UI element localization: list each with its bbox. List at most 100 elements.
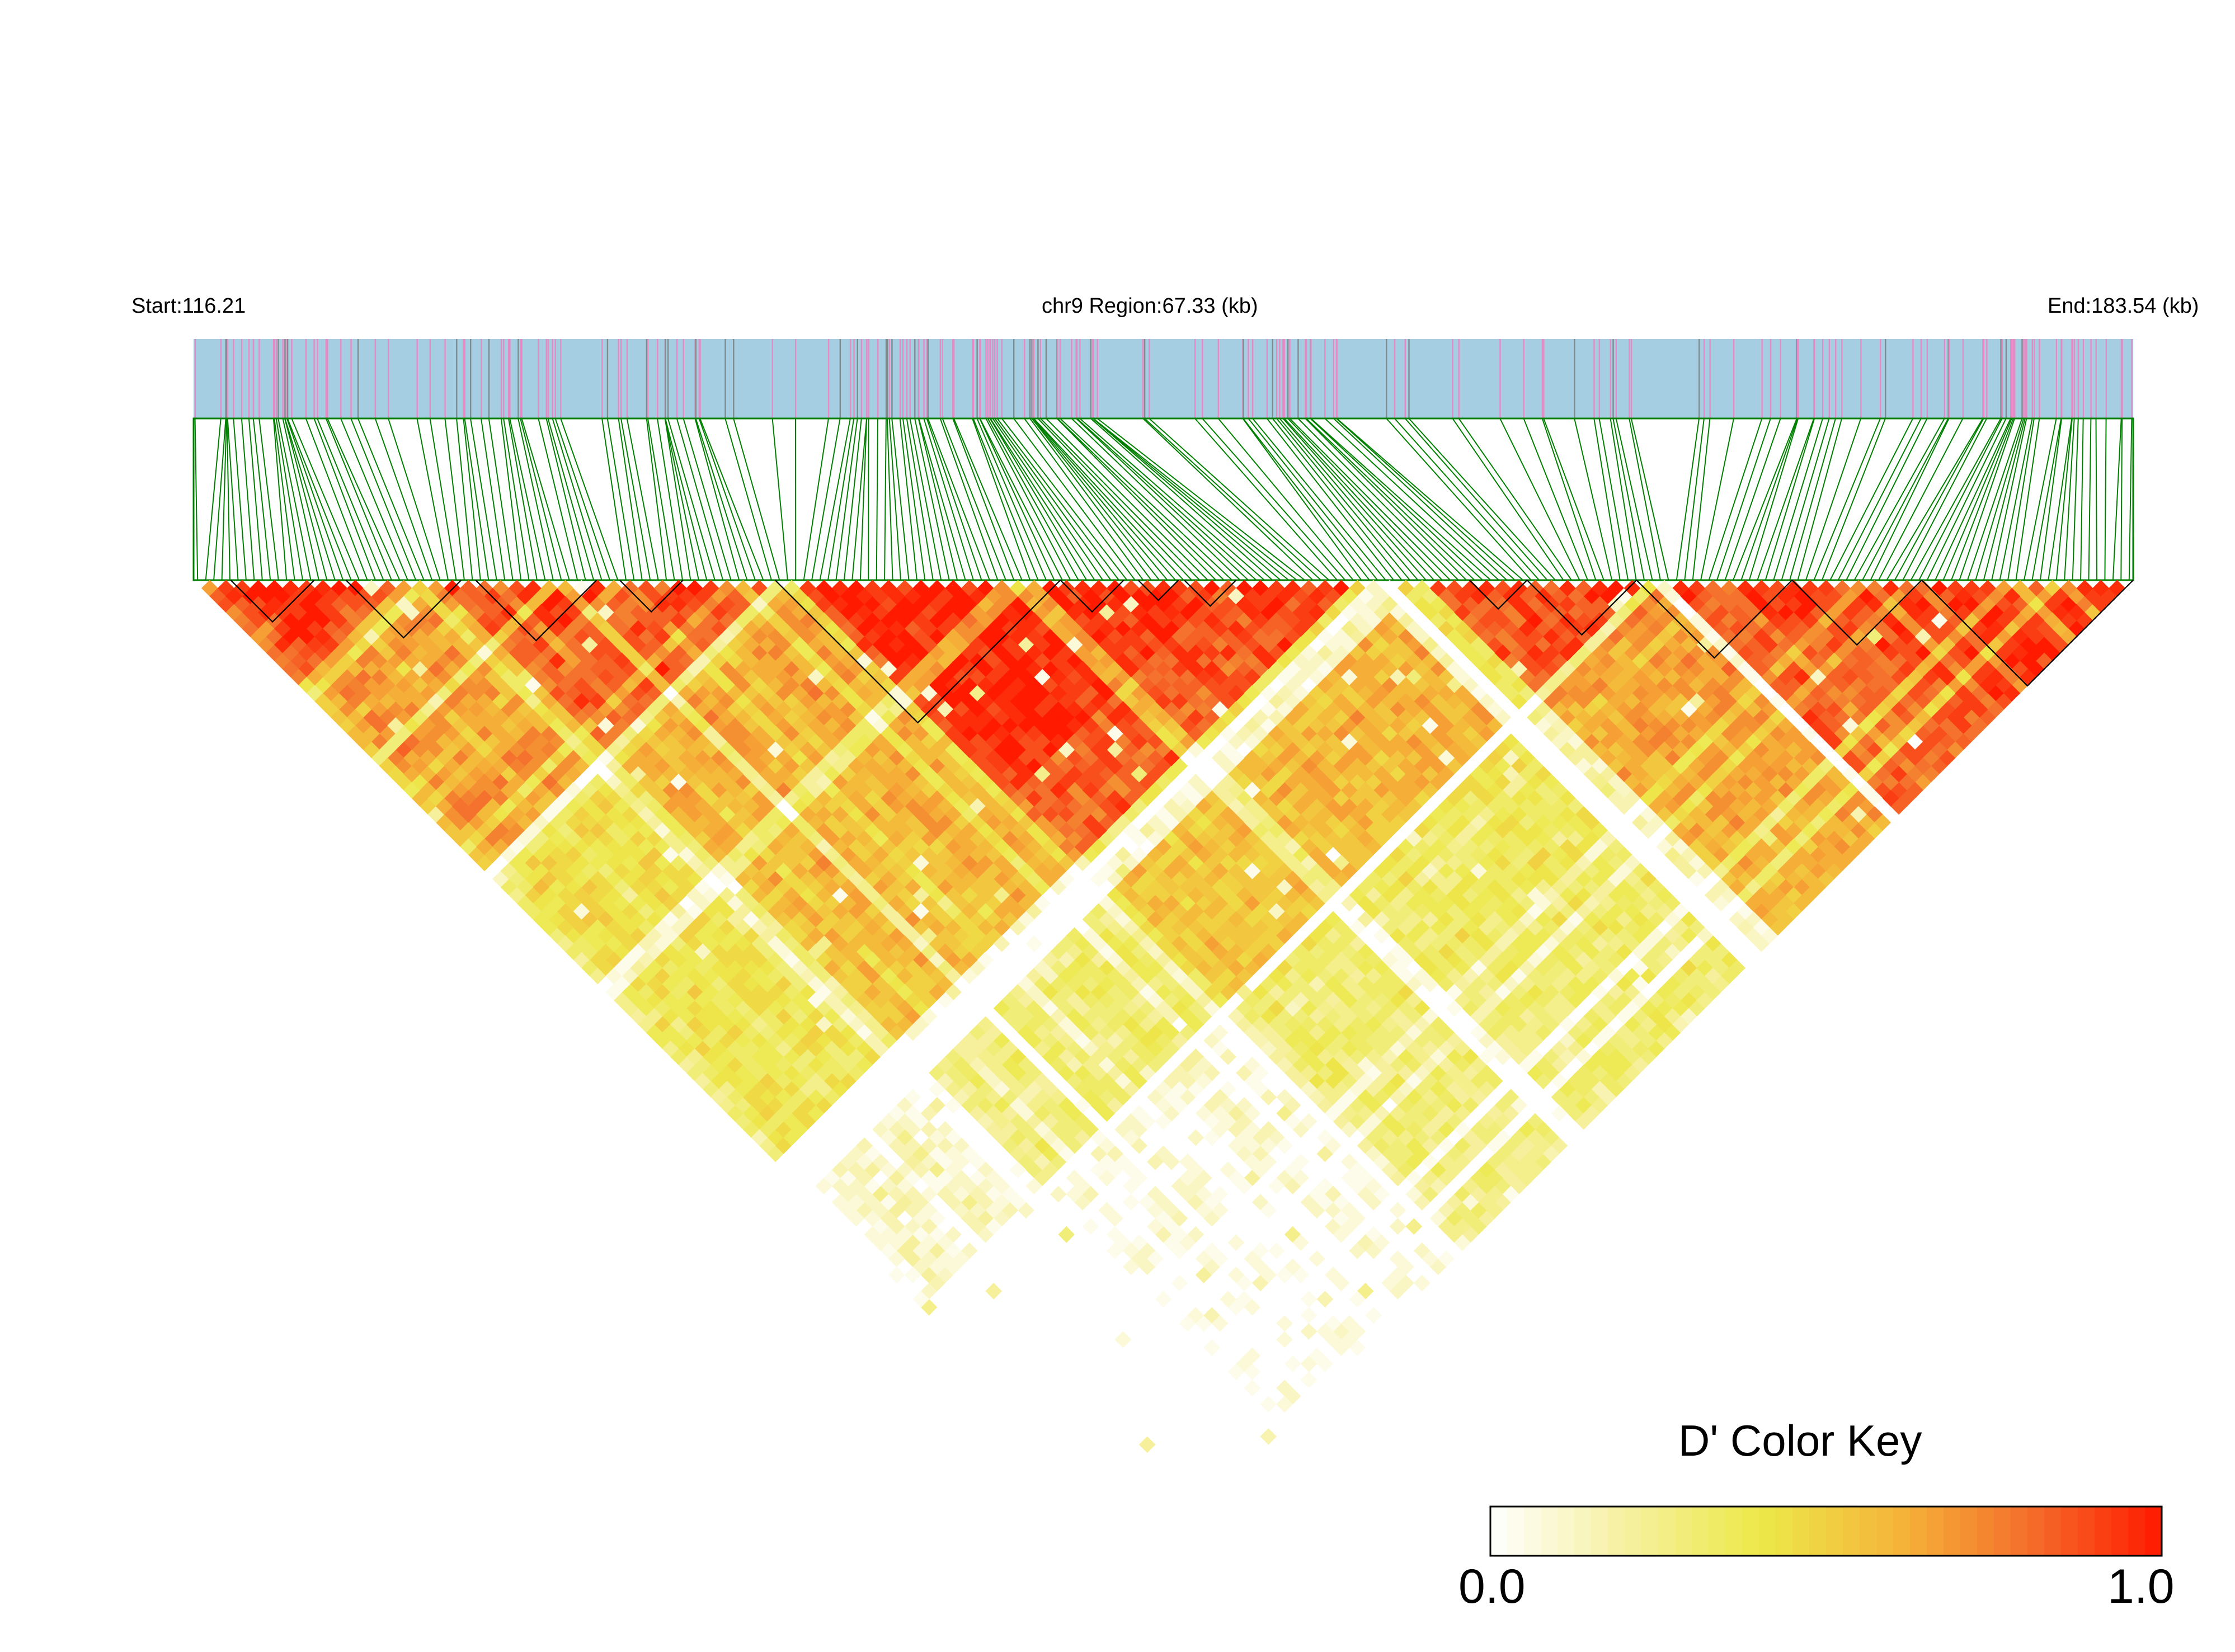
snp-connector <box>1959 418 2015 581</box>
snp-tick <box>676 339 678 418</box>
snp-connector <box>429 418 457 581</box>
snp-tick <box>1408 339 1410 418</box>
color-key-swatch <box>1977 1507 1994 1556</box>
snp-connector <box>1097 418 1305 581</box>
color-key-swatch <box>1860 1507 1877 1556</box>
snp-tick <box>698 339 700 418</box>
color-key-swatch <box>1625 1507 1642 1556</box>
snp-tick <box>194 339 196 418</box>
snp-tick <box>488 339 490 418</box>
snp-tick <box>272 339 275 418</box>
snp-connector <box>388 418 441 581</box>
snp-tick <box>1217 339 1219 418</box>
snp-connector <box>1033 418 1176 581</box>
snp-connector <box>521 418 570 581</box>
snp-connector <box>1032 418 1168 581</box>
snp-connector <box>1813 418 1881 581</box>
color-key-swatch <box>1994 1507 2011 1556</box>
snp-connector <box>1452 418 1564 581</box>
snp-connector <box>1279 418 1419 581</box>
snp-connector <box>1297 418 1459 581</box>
snp-connector <box>819 418 851 581</box>
snp-connector <box>1217 418 1354 581</box>
snp-connector <box>517 418 554 581</box>
snp-connector <box>699 418 764 581</box>
snp-tick <box>891 339 893 418</box>
snp-tick <box>2014 339 2016 418</box>
snp-tick <box>1698 339 1700 418</box>
snp-connector <box>683 418 732 581</box>
ld-block-outline <box>1921 580 2134 687</box>
snp-connector <box>205 418 222 581</box>
snp-connector <box>1630 418 1669 581</box>
snp-connector <box>1862 418 1949 581</box>
snp-connector <box>695 418 748 581</box>
snp-tick <box>277 339 279 418</box>
snp-tick <box>1093 339 1094 418</box>
ld-block-outline <box>1636 580 1793 659</box>
snp-connector <box>1999 418 2033 581</box>
snp-tick <box>1780 339 1781 418</box>
snp-tick <box>1880 339 1881 418</box>
color-key-frame <box>1489 1505 2163 1557</box>
snp-connector <box>2055 418 2073 581</box>
snp-connector <box>891 418 910 581</box>
snp-tick <box>1523 339 1524 418</box>
snp-tick <box>601 339 603 418</box>
snp-connector <box>500 418 522 581</box>
snp-tick <box>2005 339 2007 418</box>
snp-tick <box>357 339 359 418</box>
snp-tick <box>2026 339 2027 418</box>
snp-tick <box>545 339 547 418</box>
snp-tick <box>252 339 255 418</box>
snp-connector <box>1039 418 1201 581</box>
snp-connector <box>1194 418 1338 581</box>
snp-connector <box>1740 418 1798 581</box>
snp-tick <box>646 339 648 418</box>
snp-tick <box>853 339 855 418</box>
snp-tick <box>1276 339 1278 418</box>
snp-tick <box>918 339 920 418</box>
color-key-swatch <box>1675 1507 1692 1556</box>
snp-tick <box>985 339 987 418</box>
color-key-swatch <box>1742 1507 1759 1556</box>
snp-tick <box>2000 339 2002 418</box>
snp-connector <box>843 418 862 581</box>
snp-tick <box>886 339 888 418</box>
snp-connector <box>274 418 295 581</box>
snp-connector <box>1060 418 1232 581</box>
snp-connector <box>990 418 1095 581</box>
snp-connector <box>667 418 716 581</box>
snp-connector <box>994 418 1112 581</box>
snp-connector <box>1090 418 1273 581</box>
snp-connector <box>1870 418 1950 581</box>
snp-connector <box>827 418 855 581</box>
snp-tick <box>1962 339 1964 418</box>
snp-connector <box>657 418 683 581</box>
snp-connector <box>1324 418 1499 581</box>
snp-connector <box>1336 418 1516 581</box>
snp-tick <box>1324 339 1326 418</box>
snp-connector <box>2064 418 2075 581</box>
ld-cell-group <box>306 580 2077 1017</box>
snp-connector <box>985 418 1071 581</box>
snp-connector <box>886 418 893 581</box>
snp-tick <box>521 339 523 418</box>
snp-connector <box>277 418 312 581</box>
snp-connector <box>620 418 651 581</box>
snp-tick <box>1029 339 1031 418</box>
snp-connector <box>1386 418 1532 581</box>
snp-connector <box>1935 418 2011 581</box>
snp-connector <box>284 418 328 581</box>
snp-tick <box>1986 339 1988 418</box>
snp-tick <box>416 339 418 418</box>
snp-tick <box>699 339 701 418</box>
snp-connector <box>1797 418 1843 581</box>
snp-tick <box>1593 339 1595 418</box>
snp-tick <box>233 339 234 418</box>
snp-tick <box>2023 339 2025 418</box>
snp-connector <box>698 418 756 581</box>
color-key-swatch <box>1641 1507 1659 1556</box>
snp-connector <box>291 418 360 581</box>
snp-connector <box>1408 418 1556 581</box>
